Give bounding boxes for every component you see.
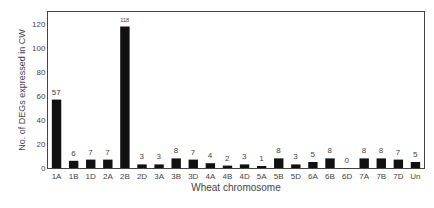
svg-text:4: 4	[208, 151, 213, 160]
svg-text:7B: 7B	[376, 172, 386, 181]
svg-text:0: 0	[345, 156, 350, 165]
svg-text:60: 60	[36, 92, 45, 101]
svg-text:5B: 5B	[274, 172, 284, 181]
svg-text:7D: 7D	[393, 172, 403, 181]
svg-text:3B: 3B	[171, 172, 181, 181]
svg-text:4A: 4A	[205, 172, 215, 181]
svg-text:3A: 3A	[154, 172, 164, 181]
svg-text:4B: 4B	[223, 172, 233, 181]
svg-text:57: 57	[52, 88, 61, 97]
svg-text:6B: 6B	[325, 172, 335, 181]
svg-text:100: 100	[32, 44, 46, 53]
svg-text:Wheat chromosome: Wheat chromosome	[191, 182, 281, 193]
svg-text:2B: 2B	[120, 172, 130, 181]
svg-text:3: 3	[242, 152, 247, 161]
svg-text:5D: 5D	[291, 172, 301, 181]
svg-text:6A: 6A	[308, 172, 318, 181]
svg-text:5: 5	[310, 150, 315, 159]
svg-text:0: 0	[41, 164, 46, 173]
svg-text:Un: Un	[410, 172, 420, 181]
svg-text:40: 40	[36, 116, 45, 125]
svg-text:80: 80	[36, 68, 45, 77]
svg-text:No. of DEGs expressed in CW: No. of DEGs expressed in CW	[17, 29, 27, 151]
svg-text:2: 2	[225, 154, 230, 163]
svg-text:3: 3	[157, 152, 162, 161]
svg-text:1B: 1B	[69, 172, 79, 181]
svg-text:1: 1	[259, 154, 264, 163]
svg-text:2A: 2A	[103, 172, 113, 181]
svg-text:5A: 5A	[257, 172, 267, 181]
svg-text:2D: 2D	[137, 172, 147, 181]
svg-text:7: 7	[191, 148, 196, 157]
svg-text:1A: 1A	[52, 172, 62, 181]
svg-text:3: 3	[140, 152, 145, 161]
svg-text:4D: 4D	[239, 172, 249, 181]
svg-text:7: 7	[105, 148, 110, 157]
svg-text:8: 8	[328, 146, 333, 155]
svg-text:6: 6	[71, 149, 76, 158]
svg-text:7A: 7A	[359, 172, 369, 181]
svg-text:118: 118	[120, 17, 129, 23]
svg-text:7: 7	[396, 148, 401, 157]
svg-text:6D: 6D	[342, 172, 352, 181]
svg-text:8: 8	[379, 146, 384, 155]
svg-text:20: 20	[36, 140, 45, 149]
svg-text:8: 8	[362, 146, 367, 155]
svg-text:7: 7	[88, 148, 93, 157]
svg-text:1D: 1D	[86, 172, 96, 181]
svg-text:3: 3	[293, 152, 298, 161]
svg-text:120: 120	[32, 20, 46, 29]
svg-text:8: 8	[276, 146, 281, 155]
svg-text:3D: 3D	[188, 172, 198, 181]
svg-text:8: 8	[174, 146, 179, 155]
svg-text:5: 5	[413, 150, 418, 159]
